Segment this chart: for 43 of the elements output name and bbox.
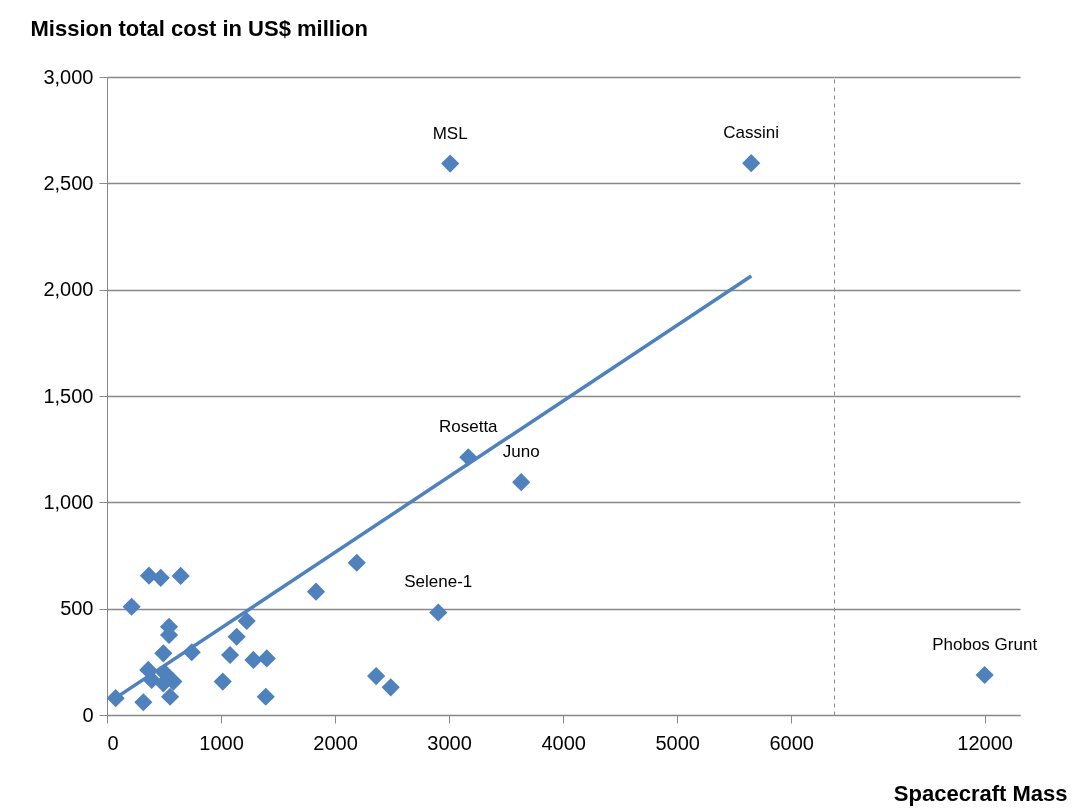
- point: [256, 687, 275, 706]
- point: [512, 473, 531, 492]
- point: [367, 667, 386, 686]
- point: [220, 645, 240, 665]
- point: [381, 678, 400, 697]
- point: [244, 650, 263, 669]
- annotation: Phobos Grunt: [932, 635, 1038, 655]
- point: [347, 553, 366, 572]
- annotation: Selene-1: [404, 572, 473, 592]
- x-tick-label: 6000: [769, 731, 814, 754]
- point: [154, 644, 173, 663]
- x-tick-label: 0: [107, 731, 119, 754]
- y-axis-title: Mission total cost in US$ million: [30, 15, 368, 41]
- point: [441, 154, 460, 173]
- point: [213, 672, 232, 691]
- point: [742, 154, 761, 173]
- y-tick-label: 1,000: [43, 490, 94, 513]
- x-tick-label: 2000: [313, 731, 358, 754]
- point: [237, 611, 256, 631]
- point: [171, 566, 190, 585]
- y-tick-label: 500: [60, 597, 94, 620]
- point: [306, 582, 326, 601]
- y-tick-label: 1,500: [43, 384, 94, 407]
- x-tick-label: 12000: [957, 731, 1013, 754]
- x-tick-label: 5000: [655, 731, 700, 754]
- y-tick-label: 2,000: [43, 278, 94, 301]
- y-tick-label: 3,000: [43, 65, 94, 88]
- annotation: Rosetta: [438, 417, 499, 437]
- annotation: Juno: [502, 442, 540, 462]
- x-tick-label: 1000: [199, 731, 244, 754]
- point: [257, 649, 276, 668]
- x-tick-label: 4000: [541, 731, 586, 754]
- point: [122, 597, 141, 616]
- x-tick-label: 3000: [427, 731, 472, 754]
- point: [227, 627, 246, 646]
- annotation: MSL: [432, 123, 468, 143]
- y-tick-label: 0: [82, 703, 94, 726]
- y-tick-label: 2,500: [43, 171, 94, 194]
- x-axis-title: Spacecraft Mass: [893, 780, 1068, 806]
- point: [160, 687, 180, 706]
- annotation: Cassini: [723, 123, 780, 143]
- point: [134, 693, 153, 712]
- point: [429, 603, 448, 622]
